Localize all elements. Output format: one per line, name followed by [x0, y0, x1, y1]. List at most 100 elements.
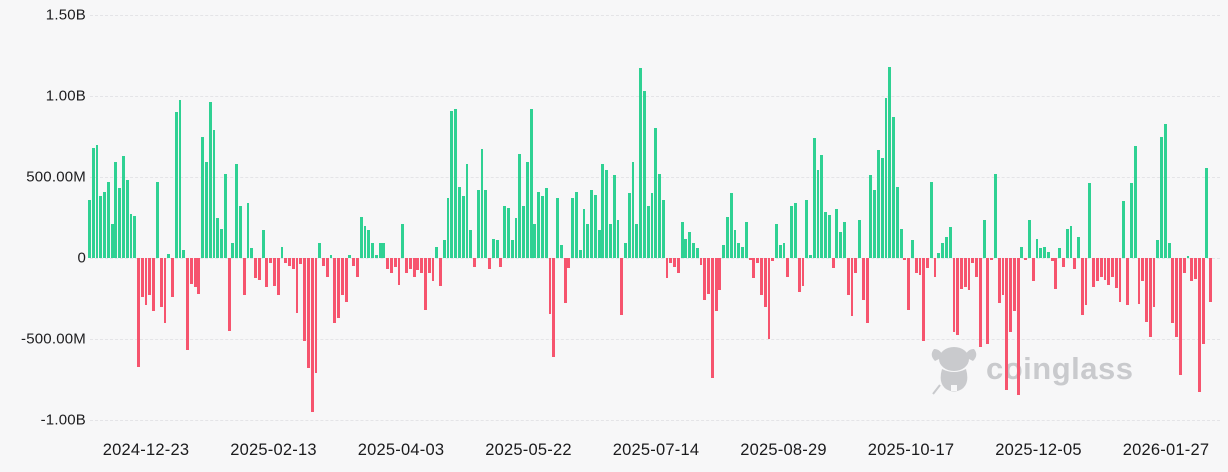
flow-bar[interactable]: [378, 243, 382, 258]
flow-bar[interactable]: [556, 198, 559, 258]
flow-bar[interactable]: [926, 258, 929, 268]
flow-bar[interactable]: [488, 258, 492, 269]
flow-bar[interactable]: [261, 230, 265, 258]
flow-bar[interactable]: [450, 110, 454, 258]
flow-bar[interactable]: [805, 199, 809, 258]
flow-bar[interactable]: [1133, 146, 1137, 258]
flow-bar[interactable]: [401, 223, 405, 258]
flow-bar[interactable]: [303, 258, 307, 341]
flow-bar[interactable]: [1061, 258, 1065, 267]
flow-bar[interactable]: [137, 258, 140, 367]
flow-bar[interactable]: [1054, 258, 1058, 289]
flow-bar[interactable]: [322, 258, 325, 267]
flow-bar[interactable]: [382, 243, 386, 258]
flow-bar[interactable]: [812, 138, 816, 258]
flow-bar[interactable]: [340, 258, 344, 296]
flow-bar[interactable]: [91, 147, 95, 258]
flow-bar[interactable]: [171, 258, 174, 297]
flow-bar[interactable]: [929, 181, 933, 258]
flow-bar[interactable]: [318, 243, 322, 258]
flow-bar[interactable]: [397, 258, 401, 285]
flow-bar[interactable]: [639, 68, 643, 258]
flow-bar[interactable]: [1077, 236, 1080, 258]
flow-bar[interactable]: [499, 258, 503, 267]
flow-bar[interactable]: [1163, 123, 1167, 258]
flow-bar[interactable]: [850, 258, 854, 317]
flow-bar[interactable]: [771, 258, 775, 262]
flow-bar[interactable]: [276, 258, 280, 296]
flow-bar[interactable]: [427, 258, 431, 274]
flow-bar[interactable]: [1103, 258, 1107, 280]
flow-bar[interactable]: [155, 181, 159, 258]
flow-bar[interactable]: [114, 162, 118, 258]
flow-bar[interactable]: [990, 258, 994, 261]
flow-bar[interactable]: [922, 258, 926, 342]
flow-bar[interactable]: [325, 258, 329, 277]
flow-bar[interactable]: [1099, 258, 1103, 277]
flow-bar[interactable]: [593, 194, 597, 258]
flow-bar[interactable]: [824, 211, 828, 258]
flow-bar[interactable]: [257, 258, 261, 280]
flow-bar[interactable]: [163, 258, 167, 323]
flow-bar[interactable]: [507, 207, 510, 258]
flow-bar[interactable]: [1145, 258, 1148, 322]
flow-bar[interactable]: [861, 258, 865, 301]
flow-bar[interactable]: [541, 196, 544, 258]
flow-bar[interactable]: [299, 258, 303, 265]
flow-bar[interactable]: [250, 248, 254, 258]
flow-bar[interactable]: [718, 258, 722, 291]
flow-bar[interactable]: [699, 258, 703, 266]
flow-bar[interactable]: [676, 258, 680, 274]
flow-bar[interactable]: [514, 218, 518, 258]
flow-bar[interactable]: [820, 155, 824, 258]
flow-bar[interactable]: [405, 258, 408, 274]
flow-bar[interactable]: [544, 188, 548, 258]
flow-bar[interactable]: [888, 66, 892, 258]
flow-bar[interactable]: [914, 258, 918, 274]
flow-bar[interactable]: [1141, 258, 1145, 282]
flow-bar[interactable]: [408, 258, 412, 269]
flow-bar[interactable]: [1020, 246, 1024, 258]
flow-bar[interactable]: [782, 243, 786, 258]
flow-bar[interactable]: [374, 254, 378, 258]
flow-bar[interactable]: [1205, 168, 1209, 258]
flow-bar[interactable]: [495, 240, 499, 258]
flow-bar[interactable]: [533, 223, 537, 258]
flow-bar[interactable]: [174, 112, 178, 258]
flow-bar[interactable]: [457, 186, 461, 258]
flow-bar[interactable]: [129, 214, 133, 258]
flow-bar[interactable]: [907, 258, 911, 310]
flow-bar[interactable]: [356, 258, 359, 277]
flow-bar[interactable]: [1182, 258, 1186, 274]
flow-bar[interactable]: [1160, 136, 1163, 258]
flow-bar[interactable]: [707, 258, 710, 294]
flow-bar[interactable]: [1073, 258, 1077, 269]
flow-bar[interactable]: [416, 258, 420, 271]
flow-bar[interactable]: [680, 221, 684, 258]
flow-bar[interactable]: [578, 249, 582, 258]
flow-bar[interactable]: [491, 238, 495, 258]
flow-bar[interactable]: [941, 243, 945, 258]
flow-bar[interactable]: [284, 258, 288, 263]
flow-bar[interactable]: [778, 245, 782, 258]
flow-bar[interactable]: [412, 258, 416, 277]
flow-bar[interactable]: [1129, 183, 1133, 258]
flow-bar[interactable]: [223, 173, 227, 258]
flow-bar[interactable]: [601, 164, 605, 258]
flow-bar[interactable]: [306, 258, 310, 369]
flow-bar[interactable]: [386, 258, 390, 269]
flow-bar[interactable]: [1209, 258, 1213, 302]
flow-bar[interactable]: [1088, 183, 1092, 258]
flow-bar[interactable]: [1069, 225, 1073, 258]
flow-bar[interactable]: [1175, 258, 1179, 338]
flow-bar[interactable]: [344, 258, 348, 302]
flow-bar[interactable]: [865, 258, 869, 323]
flow-bar[interactable]: [1028, 219, 1031, 258]
flow-bar[interactable]: [525, 161, 529, 258]
flow-bar[interactable]: [1186, 256, 1190, 258]
flow-bar[interactable]: [986, 258, 990, 344]
flow-bar[interactable]: [741, 246, 744, 258]
flow-bar[interactable]: [616, 219, 620, 258]
flow-bar[interactable]: [571, 198, 575, 258]
flow-bar[interactable]: [1148, 258, 1152, 338]
